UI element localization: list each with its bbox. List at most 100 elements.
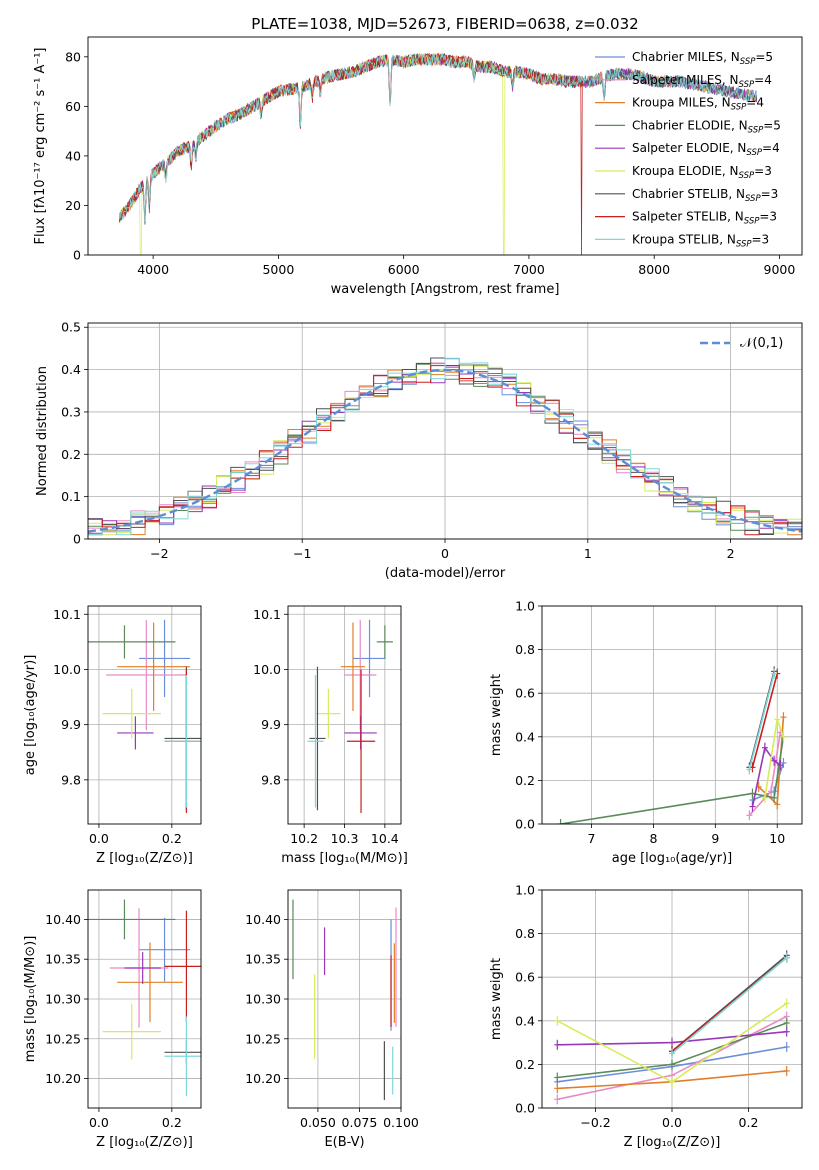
legend-label: Salpeter STELIB, NSSP=3	[632, 210, 777, 227]
y-tick-label: 10.35	[45, 952, 81, 967]
mass-vs-extinction-panel: 0.050 0.075 0.100 10.20 10.25 10.30 10.35 10.40…	[245, 889, 419, 1150]
y-axis-label: mass weight	[489, 958, 504, 1040]
x-axis-label: Z [log₁₀(Z/Z⊙)]	[96, 1135, 193, 1150]
normal-reference-curve	[88, 368, 802, 533]
spectrum-panel: 4000 5000 6000 7000 8000 9000 0 20 40 60 80 wavelen…	[33, 36, 803, 297]
legend-value: =3	[754, 164, 772, 178]
y-axis-label: mass weight	[489, 674, 504, 756]
legend-value: =3	[761, 187, 779, 201]
y-axis-label: Flux [fλ10⁻¹⁷ erg cm⁻² s⁻¹ A⁻¹]	[33, 48, 48, 245]
legend-subscript: SSP	[739, 171, 755, 181]
y-tick-label: 10.1	[253, 607, 281, 622]
x-axis-label: Z [log₁₀(Z/Z⊙)]	[96, 851, 193, 866]
axes-frame	[287, 605, 402, 825]
x-axis-label: (data-model)/error	[385, 566, 506, 581]
mass-vs-metallicity-panel: 0.0 0.2 10.20 10.25 10.30 10.35 10.40 Z [log₁₀(…	[23, 889, 202, 1150]
y-tick-label: 60	[65, 99, 81, 114]
x-axis-label: age [log₁₀(age/yr)]	[612, 851, 733, 866]
weight-line	[751, 745, 781, 807]
plot-area	[88, 899, 201, 1097]
x-axis-label: mass [log₁₀(M/M⊙)]	[281, 851, 408, 866]
x-tick-label: 7	[588, 831, 596, 846]
age-vs-metallicity-panel: 0.0 0.2 9.8 9.9 10.0 10.1 Z [log₁₀(Z/Z⊙)] age […	[23, 605, 202, 866]
x-tick-label: 0	[441, 546, 449, 561]
y-tick-label: 0.1	[61, 489, 81, 504]
y-tick-label: 0.4	[515, 729, 535, 744]
y-tick-label: 1.0	[515, 883, 535, 898]
residuals-panel: −2 −1 0 1 2 0 0.1 0.2 0.3 0.4 0.5 𝒩(0,1) (data-model…	[35, 320, 803, 581]
x-tick-label: 4000	[137, 262, 169, 277]
legend-label: Kroupa STELIB, NSSP=3	[632, 232, 769, 249]
x-tick-label: 0.075	[342, 1115, 378, 1130]
spectrum-line	[118, 52, 585, 255]
legend-value: =5	[755, 50, 773, 64]
age-vs-mass-panel: 10.2 10.3 10.4 9.8 9.9 10.0 10.1 mass [log₁₀(M/…	[253, 605, 408, 866]
y-tick-label: 1.0	[515, 599, 535, 614]
y-tick-label: 9.8	[261, 772, 281, 787]
x-tick-label: 8	[649, 831, 657, 846]
y-tick-label: 10.35	[245, 952, 281, 967]
legend-label: Kroupa ELODIE, NSSP=3	[632, 164, 772, 181]
y-tick-label: 0.6	[515, 970, 535, 985]
y-tick-label: 10.0	[53, 662, 81, 677]
y-axis-label: Normed distribution	[35, 366, 50, 496]
y-tick-label: 10.20	[245, 1071, 281, 1086]
axes-frame	[541, 889, 803, 1109]
axes-frame	[87, 605, 202, 825]
y-tick-label: 0	[73, 532, 81, 547]
legend-label: Salpeter ELODIE, NSSP=4	[632, 141, 780, 158]
legend-subscript: SSP	[731, 103, 747, 113]
y-axis-label: age [log₁₀(age/yr)]	[23, 655, 38, 776]
y-tick-label: 20	[65, 198, 81, 213]
y-tick-label: 9.8	[61, 772, 81, 787]
x-tick-label: 0.100	[383, 1115, 419, 1130]
y-tick-label: 0.6	[515, 686, 535, 701]
axes-frame	[287, 889, 402, 1109]
plot-area	[557, 666, 787, 824]
legend-subscript: SSP	[739, 80, 755, 90]
x-tick-label: 0.2	[162, 831, 182, 846]
weight-vs-age-panel: 7 8 9 10 0.0 0.2 0.4 0.6 0.8 1.0 age [log₁₀(age/yr…	[489, 599, 803, 866]
x-tick-label: −1	[293, 546, 311, 561]
x-tick-label: 8000	[638, 262, 670, 277]
x-tick-label: 0.0	[89, 831, 109, 846]
legend-subscript: SSP	[745, 194, 761, 204]
legend-label: Chabrier STELIB, NSSP=3	[632, 187, 778, 204]
x-tick-label: 10.2	[290, 831, 318, 846]
y-tick-label: 0.0	[515, 817, 535, 832]
x-tick-label: 0.0	[662, 1115, 682, 1130]
y-tick-label: 40	[65, 148, 81, 163]
x-tick-label: 9	[711, 831, 719, 846]
y-tick-label: 0	[73, 248, 81, 263]
y-tick-label: 0.5	[61, 320, 81, 335]
legend-subscript: SSP	[746, 148, 762, 158]
x-tick-label: 0.0	[89, 1115, 109, 1130]
axes-frame	[87, 322, 803, 540]
y-tick-label: 10.20	[45, 1071, 81, 1086]
x-axis-label: Z [log₁₀(Z/Z⊙)]	[624, 1135, 721, 1150]
legend-subscript: SSP	[736, 239, 752, 249]
spectrum-line	[118, 52, 567, 255]
y-tick-label: 10.40	[45, 912, 81, 927]
weight-vs-metallicity-panel: −0.2 0.0 0.2 0.0 0.2 0.4 0.6 0.8 1.0 Z [log₁₀(Z/Z…	[489, 883, 803, 1150]
plot-area	[307, 619, 393, 813]
y-tick-label: 9.9	[261, 717, 281, 732]
axes-frame	[87, 889, 202, 1109]
x-tick-label: 7000	[513, 262, 545, 277]
y-tick-label: 0.2	[61, 447, 81, 462]
spectrum-legend: Chabrier MILES, NSSP=5 Salpeter MILES, NS…	[595, 50, 781, 249]
weight-line	[560, 736, 785, 824]
x-axis-label: wavelength [Angstrom, rest frame]	[331, 282, 560, 297]
y-tick-label: 0.2	[515, 1057, 535, 1072]
x-tick-label: 0.2	[162, 1115, 182, 1130]
y-tick-label: 10.25	[245, 1031, 281, 1046]
y-tick-label: 10.1	[53, 607, 81, 622]
plot-area	[554, 950, 790, 1105]
y-tick-label: 0.3	[61, 404, 81, 419]
y-tick-label: 10.0	[253, 662, 281, 677]
x-tick-label: 10	[769, 831, 785, 846]
y-tick-label: 10.40	[245, 912, 281, 927]
x-tick-label: 0.2	[739, 1115, 759, 1130]
x-tick-label: 10.4	[371, 831, 399, 846]
